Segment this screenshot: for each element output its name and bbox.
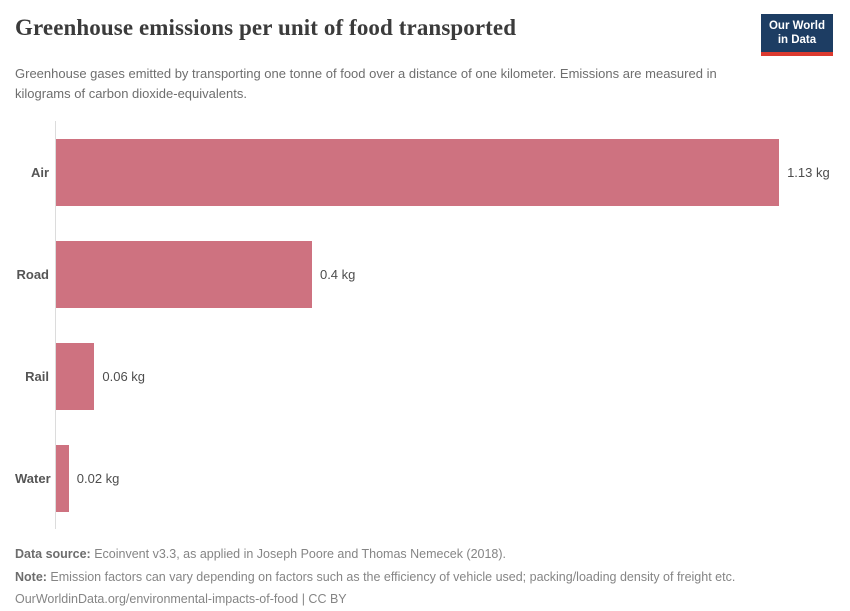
value-label: 0.06 kg xyxy=(102,368,146,384)
bar-track: 0.02 kg xyxy=(55,427,835,530)
value-label: 0.02 kg xyxy=(76,470,120,486)
bar-rail[interactable] xyxy=(56,342,95,410)
note-line: Note: Emission factors can vary dependin… xyxy=(15,566,835,589)
data-source-text: Ecoinvent v3.3, as applied in Joseph Poo… xyxy=(90,547,507,562)
value-label: 1.13 kg xyxy=(787,164,830,180)
bar-track: 1.13 kg xyxy=(55,121,835,224)
bar-row-air: Air 1.13 kg xyxy=(15,121,835,224)
bar-water[interactable] xyxy=(56,444,69,512)
owid-logo-line2: in Data xyxy=(777,34,817,47)
bar-road[interactable] xyxy=(56,240,312,308)
owid-logo-line1: Our World xyxy=(768,20,825,32)
bar-track: 0.4 kg xyxy=(55,223,835,326)
url-license-line: OurWorldinData.org/environmental-impacts… xyxy=(15,592,347,607)
note-text: Emission factors can vary depending on f… xyxy=(46,569,736,584)
category-label: Water xyxy=(15,470,51,486)
bar-row-road: Road 0.4 kg xyxy=(15,223,835,326)
bar-rows-container: Air 1.13 kg Road 0.4 kg Rail 0.06 kg Water 0.02… xyxy=(15,121,835,530)
bar-row-rail: Rail 0.06 kg xyxy=(15,325,835,428)
category-label: Air xyxy=(30,164,49,180)
data-source-line: Data source: Ecoinvent v3.3, as applied … xyxy=(15,543,835,566)
category-label: Rail xyxy=(25,368,49,384)
data-source-label: Data source: xyxy=(15,547,91,562)
bar-track: 0.06 kg xyxy=(55,325,835,428)
footer: Data source: Ecoinvent v3.3, as applied … xyxy=(15,543,835,611)
page-title: Greenhouse emissions per unit of food tr… xyxy=(15,15,517,40)
chart-subtitle: Greenhouse gases emitted by transporting… xyxy=(15,65,717,101)
bar-air[interactable] xyxy=(56,138,780,206)
category-label: Road xyxy=(16,266,50,282)
header: Greenhouse emissions per unit of food tr… xyxy=(15,14,835,56)
bar-chart: Air 1.13 kg Road 0.4 kg Rail 0.06 kg Water 0.02… xyxy=(15,121,835,530)
value-label: 0.4 kg xyxy=(319,266,356,282)
note-label: Note: xyxy=(15,569,47,584)
owid-logo: Our World in Data xyxy=(760,14,833,56)
bar-row-water: Water 0.02 kg xyxy=(15,427,835,530)
